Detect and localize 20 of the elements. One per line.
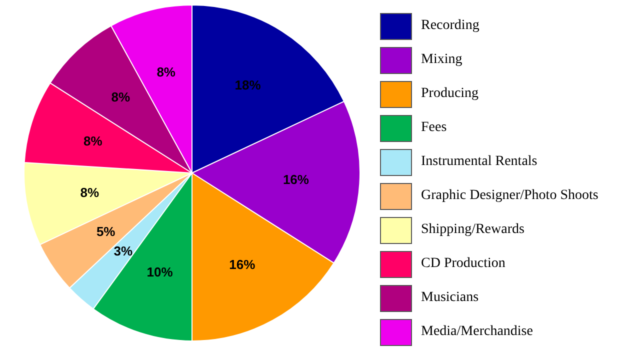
data-label: 16%: [282, 172, 310, 188]
data-label: 18%: [234, 78, 262, 93]
legend-label: Media/Merchandise: [421, 324, 533, 340]
legend-label: Mixing: [421, 52, 462, 68]
data-label: 8%: [111, 90, 131, 105]
legend-label: Instrumental Rentals: [421, 154, 538, 170]
legend-label: Graphic Designer/Photo Shoots: [421, 188, 598, 204]
data-label: 8%: [156, 64, 176, 80]
legend-label: Shipping/Rewards: [421, 222, 524, 238]
data-label: 10%: [146, 264, 174, 280]
data-label: 8%: [80, 185, 100, 200]
legend-label: CD Production: [421, 256, 506, 272]
legend-label: Recording: [421, 18, 480, 34]
data-label: 5%: [96, 224, 116, 240]
legend-label: Producing: [421, 86, 479, 102]
legend-label: Musicians: [421, 290, 479, 306]
data-label: 3%: [114, 244, 133, 259]
data-label: 8%: [84, 133, 103, 148]
legend-label: Fees: [421, 120, 447, 136]
data-label: 16%: [229, 256, 256, 272]
